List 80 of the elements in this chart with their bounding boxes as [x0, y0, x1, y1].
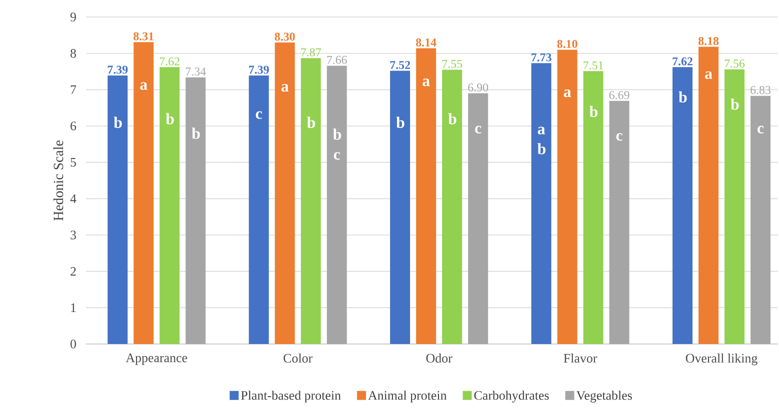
annotation: c: [758, 126, 764, 134]
annotation: b: [678, 91, 687, 103]
data-label: 8.14: [416, 38, 436, 47]
annotation: c: [616, 133, 622, 141]
bar: [583, 71, 604, 344]
x-tick-label: Overall liking: [686, 354, 758, 366]
data-label: 7.51: [584, 61, 604, 70]
annotation: a b: [537, 126, 546, 154]
legend-label: Animal protein: [368, 390, 447, 402]
bar: [390, 70, 410, 344]
bar: [300, 58, 321, 344]
x-tick-label: Color: [284, 354, 312, 363]
data-label: 8.30: [274, 32, 295, 41]
y-tick-label: 8: [70, 48, 76, 58]
bar: [108, 76, 128, 344]
annotation: b: [307, 116, 316, 128]
data-label: 7.52: [390, 60, 410, 70]
bar: [416, 48, 436, 344]
y-tick-label: 4: [70, 194, 76, 203]
data-label: 8.18: [698, 36, 719, 46]
data-label: 7.34: [186, 68, 206, 76]
annotation: c: [475, 126, 482, 134]
bar: [274, 42, 295, 344]
annotation: b: [396, 116, 404, 128]
legend-label: Plant-based protein: [241, 390, 341, 402]
data-label: 7.73: [532, 53, 552, 62]
bar: [609, 100, 630, 344]
annotation: b: [589, 106, 598, 118]
bar: [468, 93, 488, 344]
data-label: 7.66: [327, 56, 347, 64]
data-label: 7.39: [249, 66, 269, 74]
annotation: b: [730, 98, 739, 110]
bar: [326, 66, 347, 344]
annotation: c: [256, 111, 262, 119]
data-label: 7.55: [442, 60, 462, 68]
bar: [134, 42, 154, 344]
bar: [724, 69, 745, 344]
y-tick-label: 9: [70, 12, 76, 22]
data-label: 7.62: [160, 57, 180, 66]
bar: [750, 96, 771, 344]
data-label: 7.62: [672, 57, 692, 66]
bar: [672, 67, 693, 344]
bar: [698, 46, 719, 344]
bar: [531, 63, 552, 344]
y-tick-label: 6: [70, 122, 76, 130]
bar: [160, 67, 180, 344]
y-axis-title: Hedonic Scale: [53, 140, 64, 221]
data-label: 7.56: [724, 60, 745, 68]
bar: [248, 76, 269, 344]
annotation: b: [166, 113, 174, 124]
y-tick-label: 7: [70, 85, 76, 94]
data-label: 7.87: [301, 48, 321, 56]
y-tick-label: 0: [70, 340, 76, 348]
annotation: b: [192, 128, 200, 139]
annotation: a: [564, 89, 572, 98]
x-tick-label: Odor: [426, 354, 452, 363]
data-label: 6.69: [609, 91, 630, 100]
annotation: a: [140, 82, 148, 90]
annotation: b: [448, 113, 456, 124]
x-tick-label: Flavor: [564, 354, 598, 363]
bar: [186, 77, 206, 344]
bar: [557, 50, 578, 344]
y-tick-label: 2: [70, 267, 76, 276]
annotation: b c: [333, 128, 342, 160]
annotation: a: [705, 71, 712, 79]
data-label: 6.83: [750, 86, 771, 94]
legend-label: Vegetables: [576, 390, 632, 402]
legend-label: Carbohydrates: [474, 390, 549, 402]
bar: [442, 70, 462, 344]
annotation: b: [114, 116, 122, 128]
y-tick-label: 3: [70, 230, 76, 240]
data-label: 6.90: [468, 83, 488, 92]
annotation: a: [422, 78, 430, 86]
data-label: 7.39: [108, 66, 128, 74]
y-tick-label: 5: [70, 158, 76, 167]
data-label: 8.31: [134, 32, 154, 40]
x-tick-label: Appearance: [126, 354, 188, 365]
annotation: a: [281, 84, 289, 92]
data-label: 8.10: [557, 40, 578, 48]
y-tick-label: 1: [71, 303, 76, 312]
